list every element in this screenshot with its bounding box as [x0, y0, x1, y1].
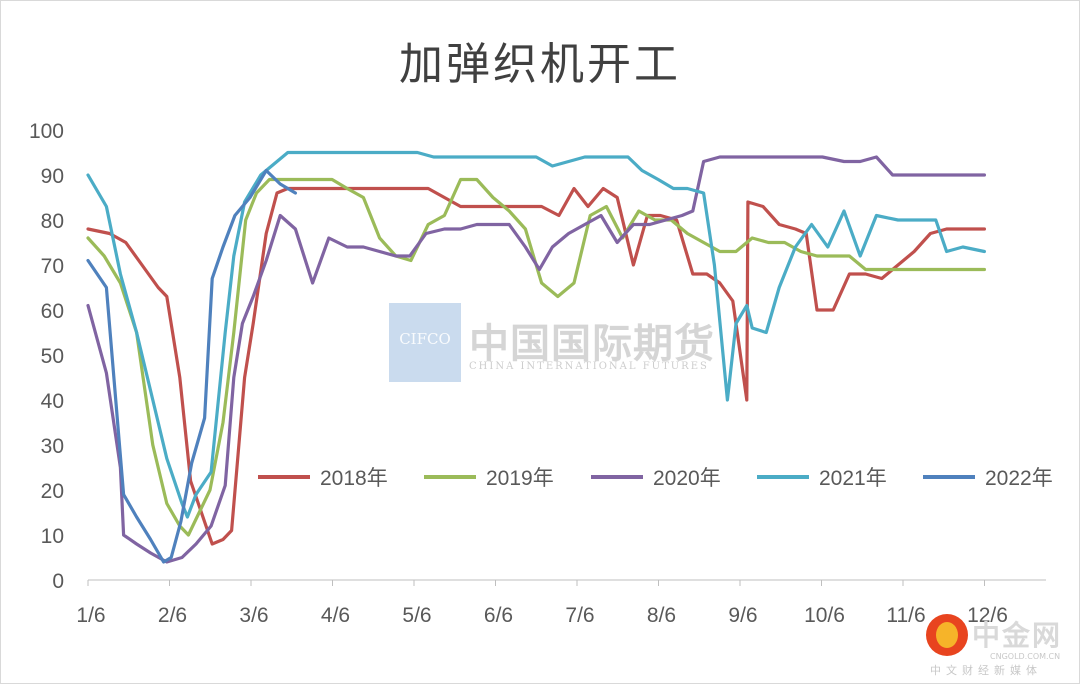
x-tick-label: 3/6 — [239, 604, 268, 627]
x-tick-label: 9/6 — [728, 604, 757, 627]
y-axis-tick-labels: 0 10 20 30 40 50 60 70 80 90 100 — [29, 120, 64, 593]
x-tick-label: 10/6 — [804, 604, 845, 627]
legend-label: 2019年 — [486, 467, 554, 490]
y-tick-label: 10 — [41, 525, 64, 548]
y-tick-label: 30 — [41, 435, 64, 458]
y-tick-label: 20 — [41, 480, 64, 503]
y-tick-label: 70 — [41, 255, 64, 278]
x-tick-label: 12/6 — [967, 604, 1008, 627]
legend: 2018年 2019年 2020年 2021年 2022年 — [258, 467, 1053, 490]
x-axis-tick-labels: 1/6 2/6 3/6 4/6 5/6 6/6 7/6 8/6 9/6 10/6 11/6 12/6 — [76, 604, 1008, 627]
y-tick-label: 80 — [41, 210, 64, 233]
x-tick-label: 4/6 — [321, 604, 350, 627]
series-line-2018 — [86, 186, 987, 546]
y-tick-label: 100 — [29, 120, 64, 143]
x-tick-label: 11/6 — [886, 604, 925, 627]
corner-logo-name: 中金网 — [972, 619, 1063, 652]
series-group — [86, 150, 987, 564]
legend-label: 2021年 — [819, 467, 887, 490]
y-tick-label: 0 — [52, 570, 64, 593]
series-line-2020 — [86, 155, 987, 564]
legend-label: 2018年 — [320, 467, 388, 490]
x-axis-tick-marks — [87, 580, 985, 586]
y-tick-label: 40 — [41, 390, 64, 413]
x-tick-label: 8/6 — [647, 604, 676, 627]
x-tick-label: 7/6 — [565, 604, 594, 627]
legend-label: 2022年 — [985, 467, 1053, 490]
watermark-english-text: CHINA INTERNATIONAL FUTURES — [469, 361, 709, 372]
series-line-2021 — [86, 150, 987, 519]
chart-title: 加弹织机开工 — [399, 39, 681, 90]
corner-logo-icon-inner — [936, 622, 958, 648]
x-tick-label: 5/6 — [402, 604, 431, 627]
y-tick-label: 90 — [41, 165, 64, 188]
watermark-chinese-text: 中国国际期货 — [469, 321, 715, 367]
corner-logo-tagline: 中文财经新媒体 — [930, 664, 1042, 677]
watermark-logo-box — [389, 303, 461, 382]
x-tick-label: 2/6 — [158, 604, 187, 627]
x-tick-label: 1/6 — [76, 604, 105, 627]
series-line-2022 — [86, 168, 297, 564]
y-tick-label: 50 — [41, 345, 64, 368]
x-tick-label: 6/6 — [484, 604, 513, 627]
corner-logo-url: CNGOLD.COM.CN — [990, 652, 1061, 661]
y-tick-label: 60 — [41, 300, 64, 323]
watermark-latin-text: CIFCO — [399, 330, 451, 348]
legend-label: 2020年 — [653, 467, 721, 490]
